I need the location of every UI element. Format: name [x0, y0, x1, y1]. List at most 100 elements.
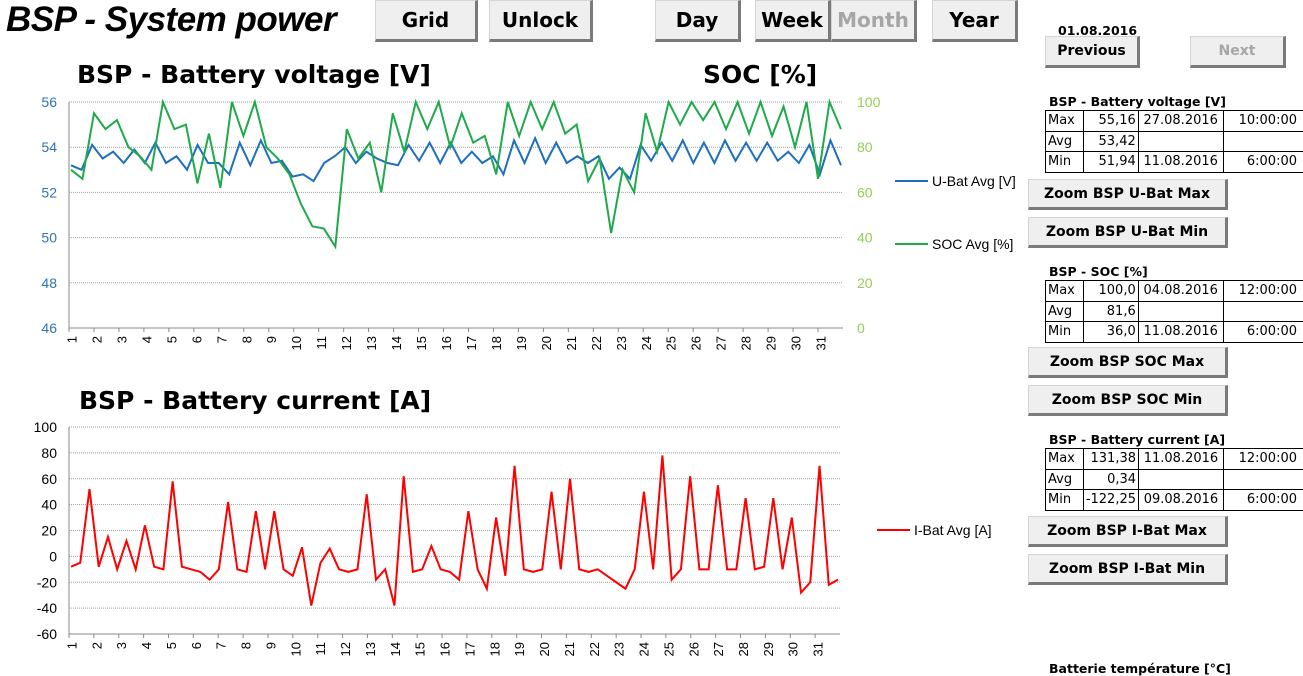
- legend-label: SOC Avg [%]: [932, 236, 1013, 252]
- y-tick-label: 40: [41, 497, 57, 513]
- voltage-stats-title: BSP - Battery voltage [V]: [1049, 94, 1226, 109]
- y-tick-label: 56: [41, 94, 57, 110]
- series-line-u-bat-avg-v-: [71, 138, 841, 181]
- stat-value: -122,25: [1083, 490, 1138, 511]
- x-tick-label: 1: [64, 336, 79, 343]
- x-tick-label: 25: [664, 336, 679, 350]
- stat-label: Avg: [1046, 131, 1084, 152]
- stat-value: 81,6: [1083, 301, 1138, 322]
- stat-time: [1223, 469, 1303, 490]
- stat-date: 11.08.2016: [1139, 449, 1224, 470]
- zoom-ubat-max-button[interactable]: Zoom BSP U-Bat Max: [1028, 179, 1228, 210]
- stat-time: 10:00:00: [1223, 111, 1303, 132]
- soc-stats-title: BSP - SOC [%]: [1049, 264, 1148, 279]
- x-tick-label: 27: [711, 642, 726, 656]
- stat-date: [1138, 301, 1223, 322]
- x-tick-label: 17: [464, 336, 479, 350]
- stat-time: 6:00:00: [1223, 490, 1303, 511]
- x-tick-label: 8: [239, 336, 254, 343]
- legend-label: U-Bat Avg [V]: [932, 173, 1016, 189]
- x-tick-label: 1: [64, 642, 79, 649]
- x-tick-label: 19: [514, 336, 529, 350]
- x-tick-label: 16: [438, 642, 453, 656]
- legend-label: I-Bat Avg [A]: [914, 522, 992, 538]
- y-tick-label: 60: [41, 471, 57, 487]
- y-tick-label: -60: [37, 626, 57, 642]
- stat-time: 12:00:00: [1223, 449, 1303, 470]
- stat-value: 131,38: [1083, 449, 1138, 470]
- x-tick-label: 8: [239, 642, 254, 649]
- zoom-soc-min-button[interactable]: Zoom BSP SOC Min: [1028, 385, 1228, 416]
- y-tick-label: 52: [41, 184, 57, 200]
- next-button[interactable]: Next: [1190, 36, 1286, 68]
- x-tick-label: 7: [214, 336, 229, 343]
- y-tick-label: -20: [37, 574, 57, 590]
- x-tick-label: 21: [564, 336, 579, 350]
- y2-tick-label: 60: [857, 184, 873, 200]
- x-tick-label: 24: [637, 642, 652, 656]
- zoom-soc-max-button[interactable]: Zoom BSP SOC Max: [1028, 347, 1228, 378]
- x-tick-label: 18: [487, 642, 502, 656]
- y2-tick-label: 80: [857, 139, 873, 155]
- x-tick-label: 20: [539, 336, 554, 350]
- stat-value: 100,0: [1083, 281, 1138, 302]
- y2-tick-label: 0: [857, 320, 865, 336]
- stat-value: 51,94: [1083, 152, 1138, 173]
- x-tick-label: 6: [189, 336, 204, 343]
- x-tick-label: 4: [139, 642, 154, 649]
- stat-time: 12:00:00: [1223, 281, 1303, 302]
- x-tick-label: 21: [562, 642, 577, 656]
- stat-date: 11.08.2016: [1138, 322, 1223, 343]
- stat-value: 53,42: [1083, 131, 1138, 152]
- x-tick-label: 3: [114, 642, 129, 649]
- series-line-i-bat-avg-a-: [71, 455, 838, 605]
- x-tick-label: 18: [489, 336, 504, 350]
- stat-date: [1138, 131, 1223, 152]
- zoom-ibat-min-button[interactable]: Zoom BSP I-Bat Min: [1028, 554, 1228, 585]
- x-tick-label: 31: [814, 336, 829, 350]
- y-tick-label: 50: [41, 230, 57, 246]
- stat-date: 04.08.2016: [1138, 281, 1223, 302]
- x-tick-label: 22: [587, 642, 602, 656]
- stat-date: 27.08.2016: [1138, 111, 1223, 132]
- x-tick-label: 2: [89, 336, 104, 343]
- y-tick-label: 48: [41, 275, 57, 291]
- x-tick-label: 28: [739, 336, 754, 350]
- x-tick-label: 22: [589, 336, 604, 350]
- y-tick-label: 54: [41, 139, 57, 155]
- zoom-ubat-min-button[interactable]: Zoom BSP U-Bat Min: [1028, 217, 1228, 248]
- x-tick-label: 10: [288, 642, 303, 656]
- x-tick-label: 5: [164, 642, 179, 649]
- stat-time: [1223, 301, 1303, 322]
- stat-label: Min: [1046, 152, 1084, 173]
- x-tick-label: 27: [714, 336, 729, 350]
- x-tick-label: 29: [761, 642, 776, 656]
- x-tick-label: 14: [389, 336, 404, 350]
- y-tick-label: 100: [34, 419, 58, 435]
- stat-time: 6:00:00: [1223, 322, 1303, 343]
- stat-label: Max: [1046, 111, 1084, 132]
- previous-button[interactable]: Previous: [1045, 36, 1140, 68]
- current-stats-title: BSP - Battery current [A]: [1049, 432, 1225, 447]
- zoom-ibat-max-button[interactable]: Zoom BSP I-Bat Max: [1028, 516, 1228, 547]
- stat-time: 6:00:00: [1223, 152, 1303, 173]
- stat-label: Avg: [1046, 469, 1084, 490]
- x-tick-label: 15: [413, 642, 428, 656]
- stat-value: 36,0: [1083, 322, 1138, 343]
- y-tick-label: 0: [49, 548, 57, 564]
- x-tick-label: 11: [314, 336, 329, 350]
- x-tick-label: 12: [338, 642, 353, 656]
- stat-label: Min: [1046, 490, 1084, 511]
- x-tick-label: 5: [164, 336, 179, 343]
- x-tick-label: 7: [214, 642, 229, 649]
- x-tick-label: 10: [289, 336, 304, 350]
- x-tick-label: 4: [139, 336, 154, 343]
